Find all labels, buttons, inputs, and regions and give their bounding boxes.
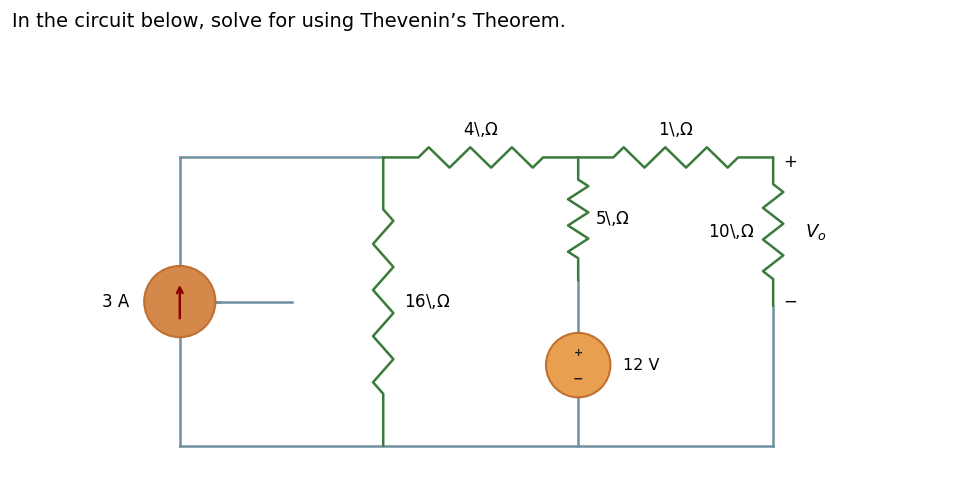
Text: In the circuit below, solve for using Thevenin’s Theorem.: In the circuit below, solve for using Th…	[12, 12, 566, 31]
Text: $V_o$: $V_o$	[804, 222, 826, 242]
Circle shape	[545, 333, 610, 397]
Text: 4\,$\Omega$: 4\,$\Omega$	[462, 120, 498, 139]
Text: +: +	[782, 153, 797, 171]
Text: 16\,$\Omega$: 16\,$\Omega$	[404, 292, 450, 311]
Text: 5\,$\Omega$: 5\,$\Omega$	[595, 209, 629, 229]
Text: 3 A: 3 A	[102, 292, 129, 311]
Text: −: −	[782, 292, 797, 311]
Text: +: +	[573, 348, 582, 358]
Text: −: −	[573, 372, 583, 385]
Circle shape	[144, 266, 215, 337]
Text: 12 V: 12 V	[622, 358, 659, 373]
Text: 1\,$\Omega$: 1\,$\Omega$	[658, 120, 693, 139]
Text: 10\,$\Omega$: 10\,$\Omega$	[707, 222, 754, 241]
